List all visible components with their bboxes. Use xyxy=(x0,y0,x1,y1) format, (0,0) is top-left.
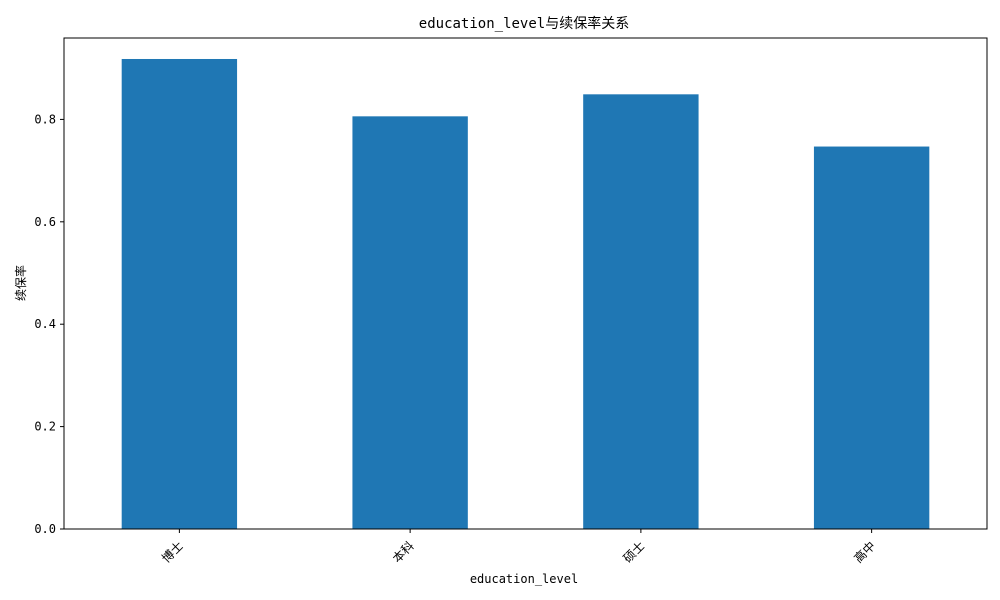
y-tick-label: 0.2 xyxy=(34,420,56,434)
x-tick-label: 博士 xyxy=(158,538,186,566)
y-axis-label: 续保率 xyxy=(13,265,28,301)
bars-group xyxy=(121,58,930,530)
x-tick-label: 本科 xyxy=(390,539,417,566)
y-tick-label: 0.0 xyxy=(34,522,56,536)
plot-frame xyxy=(63,37,988,530)
y-tick-label: 0.8 xyxy=(34,112,56,126)
y-tick-label: 0.4 xyxy=(34,317,56,331)
bar-4 xyxy=(813,146,930,530)
x-axis-label: education_level xyxy=(470,572,578,586)
y-tick-label: 0.6 xyxy=(34,215,56,229)
y-ticks-group: 0.0 0.2 0.4 0.6 0.8 xyxy=(34,112,64,536)
chart-title: education_level与续保率关系 xyxy=(419,15,629,32)
x-ticks-group: 博士 本科 硕士 高中 xyxy=(158,529,878,566)
bar-2 xyxy=(352,116,468,529)
bar-3 xyxy=(583,94,699,529)
bar-1 xyxy=(121,58,238,530)
x-tick-label: 高中 xyxy=(851,538,879,566)
x-tick-label: 硕士 xyxy=(621,539,648,566)
